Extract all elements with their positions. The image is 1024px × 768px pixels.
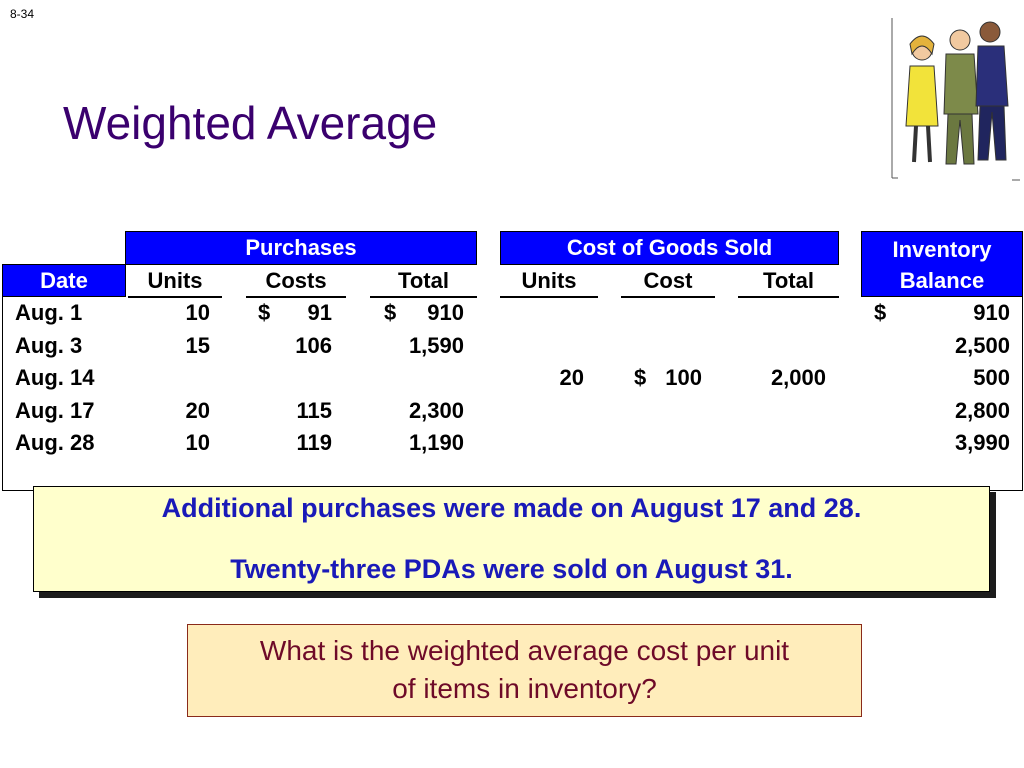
cogs-header: Cost of Goods Sold <box>500 231 839 265</box>
inventory-balance-header: Inventory Balance <box>861 231 1023 297</box>
row-cogs-units <box>514 298 584 328</box>
row-purchase-units: 20 <box>185 398 210 423</box>
purchases-costs-header: Costs <box>246 266 346 298</box>
row-purchase-units: 10 <box>185 300 210 325</box>
row-cogs-total <box>740 396 826 426</box>
row-cogs-units <box>514 396 584 426</box>
row-date: Aug. 1 <box>15 300 83 325</box>
note-line-2: Twenty-three PDAs were sold on August 31… <box>230 554 793 584</box>
row-cogs-units <box>514 428 584 458</box>
note-box: Additional purchases were made on August… <box>33 486 990 592</box>
row-inventory-sign: $ <box>874 300 887 325</box>
row-date: Aug. 17 <box>15 398 95 423</box>
row-purchase-cost-sign: $ <box>258 300 271 325</box>
purchases-header: Purchases <box>125 231 477 265</box>
row-cogs-total <box>740 331 826 361</box>
row-date: Aug. 3 <box>15 333 83 358</box>
row-purchase-total-sign: $ <box>384 300 397 325</box>
row-cogs-total: 2,000 <box>770 365 826 390</box>
inventory-header-line2: Balance <box>899 268 985 293</box>
cogs-units-header: Units <box>500 266 598 298</box>
slide-title: Weighted Average <box>63 97 438 149</box>
row-purchase-cost: 115 <box>296 398 333 423</box>
row-cogs-cost <box>640 331 702 361</box>
row-cogs-cost <box>640 428 702 458</box>
row-purchase-total: 2,300 <box>408 398 464 423</box>
row-purchase-units <box>140 363 210 393</box>
row-cogs-total <box>740 428 826 458</box>
row-purchase-cost <box>272 363 332 393</box>
row-purchase-total: 1,190 <box>408 430 464 455</box>
row-cogs-cost <box>640 396 702 426</box>
cogs-cost-header: Cost <box>621 266 715 298</box>
question-line-2: of items in inventory? <box>392 673 657 704</box>
row-date: Aug. 14 <box>15 365 95 390</box>
business-people-clipart-icon <box>891 18 1020 181</box>
row-purchase-total: 1,590 <box>408 333 464 358</box>
row-cogs-cost: 100 <box>665 365 702 390</box>
row-inventory-balance: 2,800 <box>954 398 1010 423</box>
row-purchase-total <box>384 363 464 393</box>
row-inventory-balance: 3,990 <box>954 430 1010 455</box>
inventory-header-line1: Inventory <box>892 237 992 262</box>
purchases-total-header: Total <box>370 266 477 298</box>
row-cogs-units: 20 <box>559 365 584 390</box>
row-cogs-cost <box>640 298 702 328</box>
question-box: What is the weighted average cost per un… <box>187 624 862 717</box>
row-cogs-total <box>740 298 826 328</box>
purchases-units-header: Units <box>128 266 222 298</box>
row-purchase-units: 15 <box>185 333 210 358</box>
row-purchase-cost: 106 <box>295 333 332 358</box>
row-purchase-cost: 119 <box>296 430 333 455</box>
row-cogs-units <box>514 331 584 361</box>
row-date: Aug. 28 <box>15 430 95 455</box>
cogs-total-header: Total <box>738 266 839 298</box>
row-purchase-total: 910 <box>427 300 464 325</box>
row-inventory-balance: 910 <box>973 300 1010 325</box>
row-inventory-balance: 2,500 <box>954 333 1010 358</box>
question-line-1: What is the weighted average cost per un… <box>259 635 790 666</box>
row-inventory-balance: 500 <box>973 365 1010 390</box>
note-line-1: Additional purchases were made on August… <box>161 493 862 523</box>
row-purchase-cost: 91 <box>307 300 332 325</box>
slide-number: 8-34 <box>10 7 35 21</box>
date-header: Date <box>2 264 126 297</box>
row-purchase-units: 10 <box>185 430 210 455</box>
row-cogs-cost-sign: $ <box>634 365 647 390</box>
